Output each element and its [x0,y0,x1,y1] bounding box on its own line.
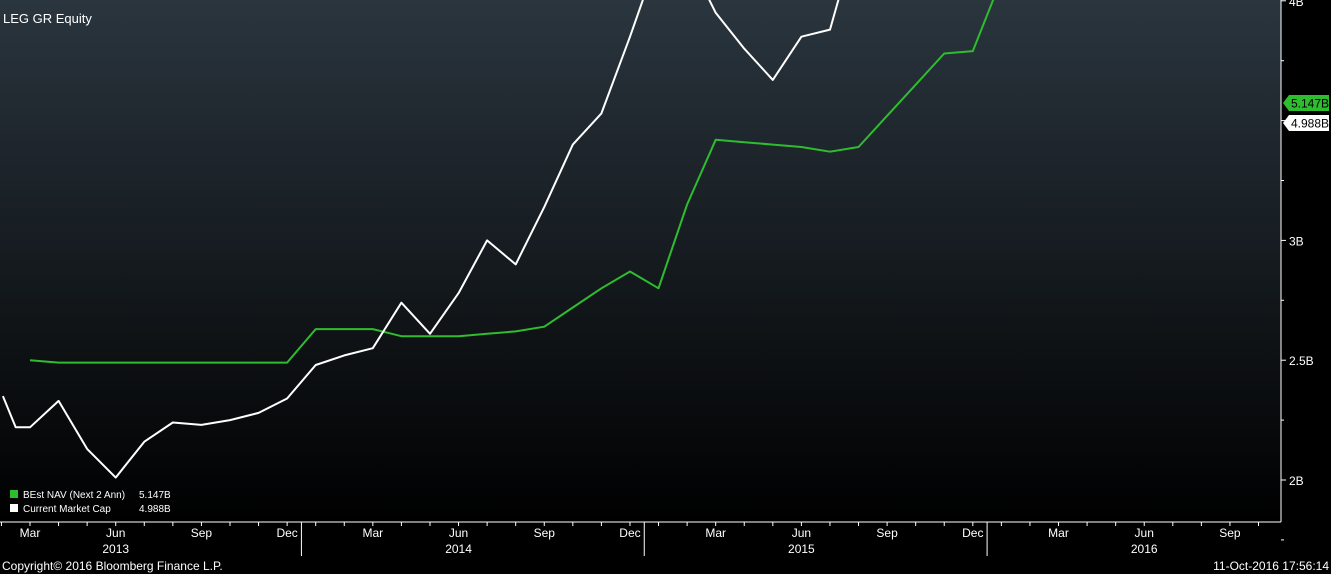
y-tick-label: 2B [1289,474,1304,488]
legend-value-nav: 5.147B [139,490,171,501]
legend-swatch-nav [10,490,18,498]
axis-background [1281,0,1331,522]
xaxis-background [0,522,1331,574]
last-label-text: 5.147B [1291,97,1329,111]
last-label-box [1283,95,1329,111]
last-label-market-cap: 4.988B [1283,115,1329,131]
x-year-label: 2013 [102,542,129,556]
x-month-label: Mar [20,526,41,540]
y-tick-label: 4B [1289,0,1304,9]
x-year-label: 2016 [1131,542,1158,556]
x-axis: Mar Jun Sep Dec Mar Jun Sep Dec Mar Jun Sep Dec Mar J… [0,522,1260,556]
x-month-label: Mar [1048,526,1069,540]
last-label-nav: 5.147B [1283,95,1329,111]
x-year-label: 2014 [445,542,472,556]
x-month-label: Mar [363,526,384,540]
plot-background [0,0,1281,522]
last-label-box [1283,115,1329,131]
x-month-label: Jun [792,526,811,540]
x-month-label: Sep [876,526,898,540]
last-label-text: 4.988B [1291,117,1329,131]
x-month-label: Jun [449,526,468,540]
legend-label-nav: BEst NAV (Next 2 Ann) [23,490,125,501]
x-month-label: Jun [1135,526,1154,540]
y-tick-label: 3B [1289,234,1304,248]
legend-swatch-mcap [10,504,18,512]
series-line-nav [29,0,995,364]
x-month-label: Dec [962,526,983,540]
x-month-label: Sep [1219,526,1241,540]
x-month-label: Sep [191,526,213,540]
copyright: Copyright© 2016 Bloomberg Finance L.P. [2,559,223,573]
y-tick-label: 2.5B [1289,354,1314,368]
legend-value-mcap: 4.988B [139,504,171,515]
x-year-label: 2015 [788,542,815,556]
legend-label-mcap: Current Market Cap [23,504,111,515]
chart-title: LEG GR Equity [3,11,92,26]
series-line-market-cap [1,0,840,479]
legend: BEst NAV (Next 2 Ann) 5.147B Current Mar… [10,490,171,515]
series-group [1,0,995,479]
x-month-label: Sep [534,526,556,540]
x-month-label: Dec [619,526,640,540]
x-month-label: Jun [106,526,125,540]
x-month-label: Dec [276,526,297,540]
timestamp: 11-Oct-2016 17:56:14 [1213,559,1329,573]
last-value-labels: 5.147B 4.988B [1283,95,1329,131]
x-month-label: Mar [705,526,726,540]
